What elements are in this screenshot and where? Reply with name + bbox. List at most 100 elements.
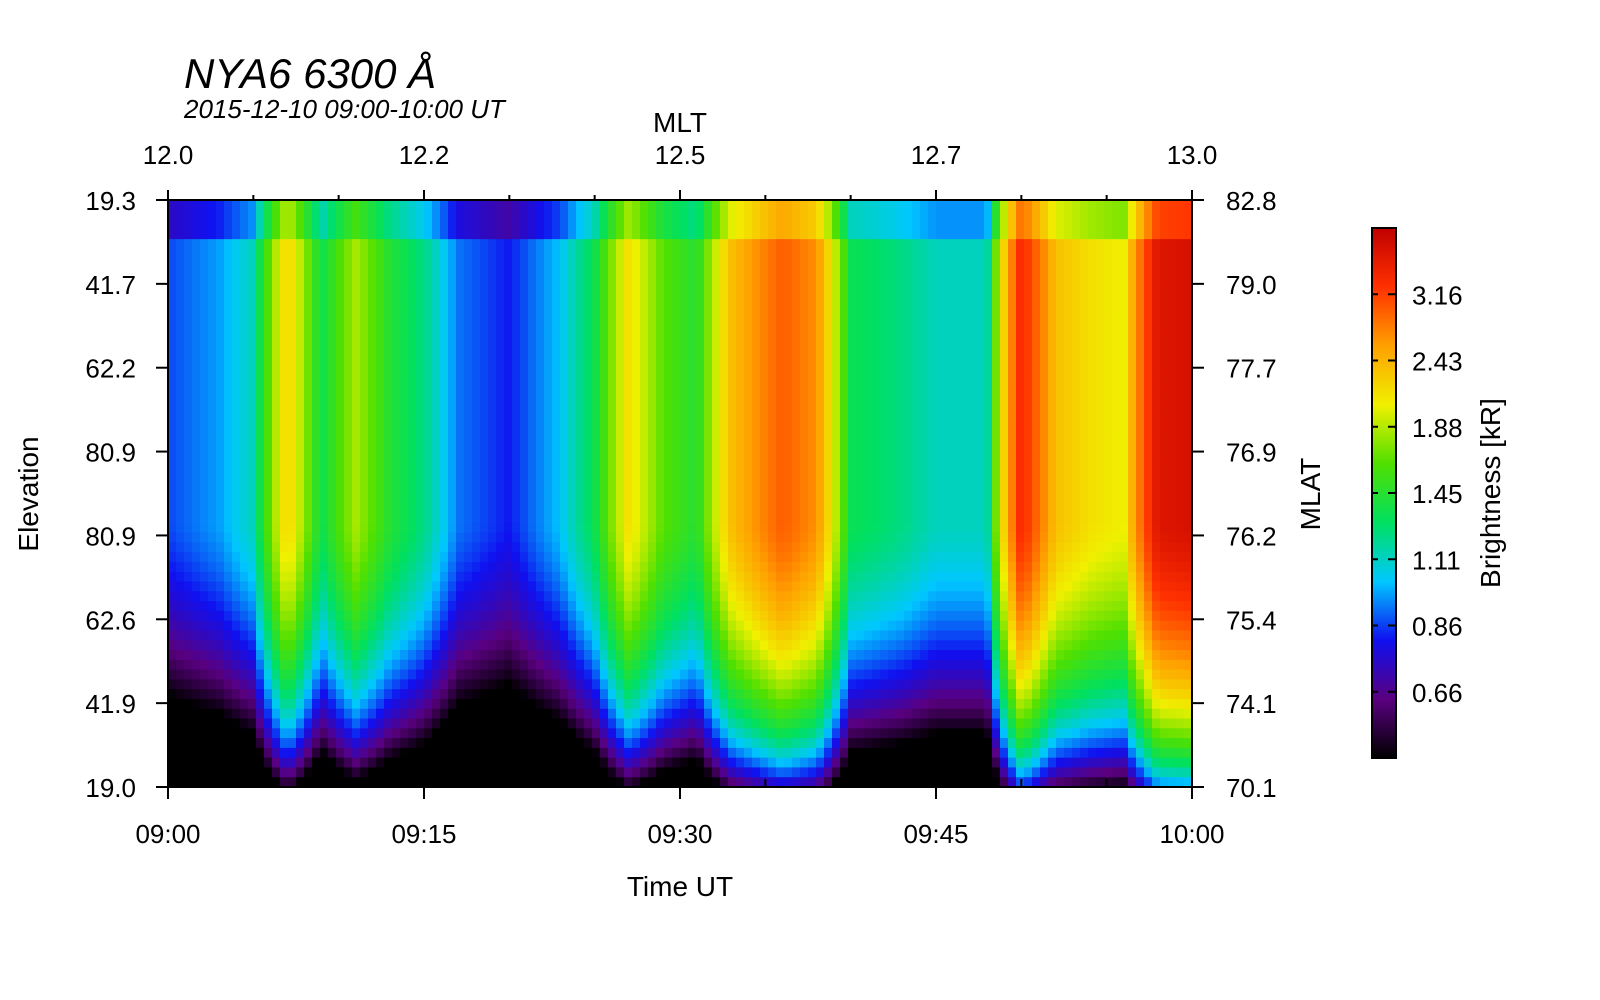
heatmap-cell <box>400 317 409 328</box>
heatmap-cell <box>464 552 473 563</box>
heatmap-cell <box>168 747 177 759</box>
heatmap-cell <box>344 336 353 348</box>
heatmap-cell <box>704 610 713 622</box>
heatmap-cell <box>584 454 593 465</box>
heatmap-cell <box>672 542 681 553</box>
heatmap-cell <box>376 503 385 514</box>
heatmap-cell <box>800 288 809 299</box>
heatmap-cell <box>360 757 369 769</box>
heatmap-cell <box>712 698 721 710</box>
heatmap-cell <box>224 268 233 279</box>
heatmap-cell <box>656 728 665 739</box>
heatmap-cell <box>304 708 313 720</box>
heatmap-cell <box>264 405 273 416</box>
heatmap-cell <box>496 444 505 455</box>
heatmap-cell <box>360 620 369 632</box>
heatmap-cell <box>512 454 521 465</box>
heatmap-cell <box>616 209 625 221</box>
heatmap-cell <box>432 317 441 328</box>
heatmap-cell <box>600 425 609 436</box>
heatmap-cell <box>440 542 449 553</box>
heatmap-cell <box>344 346 353 358</box>
heatmap-cell <box>824 532 833 544</box>
heatmap-cell <box>672 219 681 230</box>
heatmap-cell <box>320 708 329 720</box>
heatmap-cell <box>728 464 737 475</box>
heatmap-cell <box>480 434 489 446</box>
heatmap-cell <box>176 307 185 318</box>
heatmap-cell <box>464 297 473 309</box>
heatmap-cell <box>328 679 337 690</box>
heatmap-cell <box>680 366 689 377</box>
heatmap-cell <box>208 454 217 465</box>
heatmap-cell <box>320 738 329 749</box>
heatmap-cell <box>736 346 745 358</box>
heatmap-cell <box>288 640 297 651</box>
heatmap-cell <box>320 454 329 465</box>
heatmap-cell <box>344 405 353 416</box>
heatmap-cell <box>712 552 721 563</box>
heatmap-cell <box>456 757 465 769</box>
heatmap-cell <box>600 288 609 299</box>
heatmap-cell <box>600 248 609 260</box>
heatmap-cell <box>272 503 281 514</box>
heatmap-cell <box>624 679 633 690</box>
heatmap-cell <box>688 630 697 641</box>
heatmap-cell <box>720 307 729 318</box>
heatmap-cell <box>616 473 625 485</box>
heatmap-cell <box>672 522 681 534</box>
heatmap-cell <box>536 522 545 534</box>
heatmap-cell <box>408 669 417 680</box>
heatmap-cell <box>248 483 257 495</box>
heatmap-cell <box>288 669 297 680</box>
heatmap-cell <box>552 571 561 583</box>
heatmap-cell <box>704 307 713 318</box>
heatmap-cell <box>376 268 385 279</box>
heatmap-cell <box>480 229 489 240</box>
heatmap-cell <box>680 698 689 710</box>
heatmap-cell <box>384 444 393 455</box>
heatmap-cell <box>280 552 289 563</box>
heatmap-cell <box>248 229 257 240</box>
heatmap-cell <box>184 317 193 328</box>
heatmap-cell <box>344 288 353 299</box>
heatmap-cell <box>696 640 705 651</box>
heatmap-cell <box>528 483 537 495</box>
heatmap-cell <box>312 278 321 289</box>
heatmap-cell <box>800 532 809 544</box>
heatmap-cell <box>552 581 561 592</box>
heatmap-cell <box>320 395 329 407</box>
heatmap-cell <box>800 307 809 318</box>
heatmap-cell <box>824 561 833 573</box>
heatmap-cell <box>304 209 313 221</box>
heatmap-cell <box>696 591 705 602</box>
heatmap-cell <box>456 317 465 328</box>
heatmap-cell <box>320 698 329 710</box>
heatmap-cell <box>304 532 313 544</box>
heatmap-cell <box>592 581 601 592</box>
heatmap-cell <box>704 200 713 211</box>
heatmap-cell <box>440 395 449 407</box>
heatmap-cell <box>216 473 225 485</box>
heatmap-cell <box>256 415 265 426</box>
heatmap-cell <box>560 258 569 270</box>
heatmap-cell <box>200 288 209 299</box>
heatmap-cell <box>800 258 809 270</box>
heatmap-cell <box>320 669 329 680</box>
heatmap-cell <box>560 591 569 602</box>
heatmap-cell <box>168 219 177 230</box>
heatmap-cell <box>720 336 729 348</box>
heatmap-cell <box>512 415 521 426</box>
heatmap-cell <box>656 669 665 680</box>
heatmap-cell <box>552 483 561 495</box>
heatmap-cell <box>736 297 745 309</box>
heatmap-cell <box>296 366 305 377</box>
heatmap-cell <box>192 376 201 387</box>
heatmap-cell <box>264 659 273 671</box>
heatmap-cell <box>680 288 689 299</box>
heatmap-cell <box>736 219 745 230</box>
heatmap-cell <box>368 591 377 602</box>
heatmap-cell <box>408 317 417 328</box>
heatmap-cell <box>392 376 401 387</box>
heatmap-cell <box>608 689 617 700</box>
